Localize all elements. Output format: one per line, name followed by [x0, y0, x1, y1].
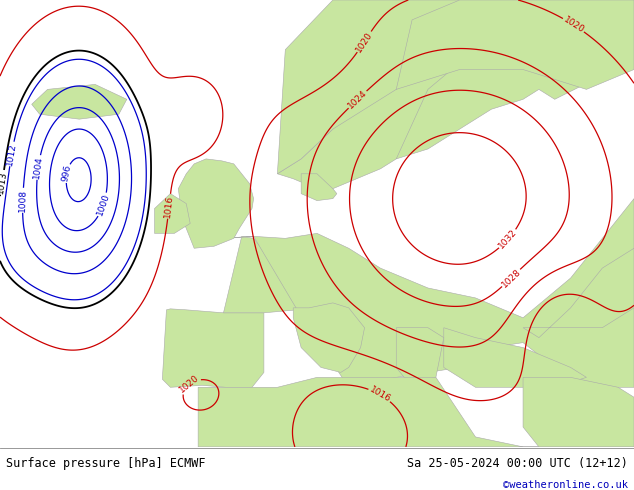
Polygon shape: [523, 377, 634, 447]
Polygon shape: [396, 0, 634, 89]
Polygon shape: [396, 0, 634, 159]
Text: 1012: 1012: [5, 142, 18, 166]
Text: 1008: 1008: [18, 189, 28, 212]
Polygon shape: [223, 236, 301, 313]
Text: 996: 996: [61, 164, 73, 183]
Polygon shape: [278, 30, 476, 189]
Text: Surface pressure [hPa] ECMWF: Surface pressure [hPa] ECMWF: [6, 457, 206, 470]
Text: 1013: 1013: [0, 171, 8, 195]
Polygon shape: [222, 198, 634, 387]
Polygon shape: [301, 174, 337, 200]
Text: 1020: 1020: [354, 30, 375, 54]
Text: 1028: 1028: [500, 267, 522, 289]
Polygon shape: [444, 328, 586, 387]
Text: Sa 25-05-2024 00:00 UTC (12+12): Sa 25-05-2024 00:00 UTC (12+12): [407, 457, 628, 470]
Text: 1024: 1024: [346, 88, 369, 111]
Polygon shape: [523, 248, 634, 338]
Polygon shape: [198, 377, 634, 447]
Polygon shape: [32, 84, 127, 119]
Text: ©weatheronline.co.uk: ©weatheronline.co.uk: [503, 480, 628, 490]
Text: 1020: 1020: [562, 15, 586, 35]
Polygon shape: [155, 194, 190, 233]
Polygon shape: [278, 0, 476, 174]
Polygon shape: [396, 328, 444, 382]
Polygon shape: [293, 303, 365, 372]
Text: 1032: 1032: [497, 228, 519, 251]
Text: 1016: 1016: [164, 195, 175, 218]
Text: 1016: 1016: [368, 385, 392, 404]
Polygon shape: [178, 159, 254, 248]
Text: 1004: 1004: [32, 155, 44, 179]
Text: 1000: 1000: [95, 193, 112, 217]
Polygon shape: [162, 309, 264, 387]
Text: 1020: 1020: [178, 373, 201, 395]
